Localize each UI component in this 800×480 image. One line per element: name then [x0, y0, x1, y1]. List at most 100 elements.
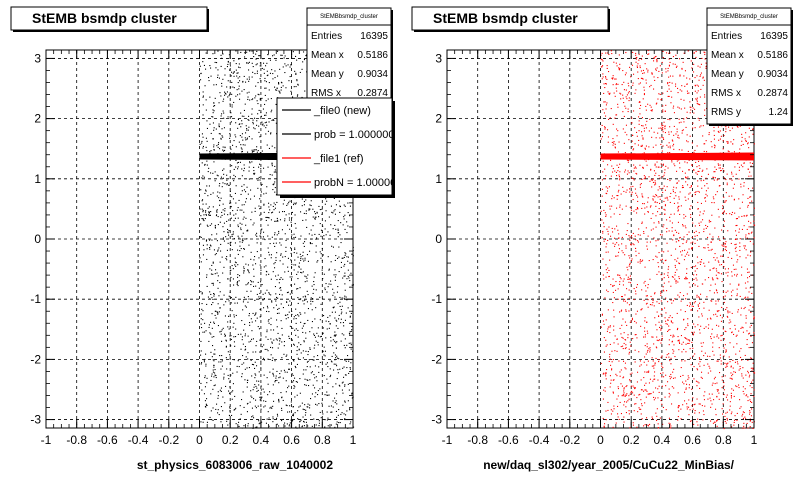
data-point: [248, 91, 250, 93]
data-point: [682, 224, 684, 226]
data-point: [240, 348, 242, 350]
data-point: [249, 50, 251, 52]
data-point: [311, 425, 313, 427]
data-point: [326, 200, 328, 202]
data-point: [625, 309, 627, 311]
data-point: [311, 285, 313, 287]
data-point: [646, 343, 648, 345]
data-point: [248, 270, 250, 272]
data-point: [260, 281, 262, 283]
data-point: [679, 162, 681, 164]
data-point: [715, 303, 717, 305]
data-point: [681, 343, 683, 345]
data-point: [725, 131, 727, 133]
data-point: [680, 367, 682, 369]
data-point: [244, 56, 246, 58]
data-point: [308, 233, 310, 235]
data-point: [270, 278, 272, 280]
data-point: [726, 141, 728, 143]
data-point: [293, 387, 295, 389]
data-point: [258, 423, 260, 425]
data-point: [339, 206, 341, 208]
x-tick-label: 0: [196, 433, 203, 447]
data-point: [660, 328, 662, 330]
data-point: [677, 406, 679, 408]
data-point: [678, 349, 680, 351]
data-point: [667, 250, 669, 252]
data-point: [747, 197, 749, 199]
data-point: [636, 66, 638, 68]
data-point: [644, 176, 646, 178]
data-point: [292, 327, 294, 329]
data-point: [241, 376, 243, 378]
data-point: [219, 192, 221, 194]
data-point: [314, 396, 316, 398]
data-point: [686, 234, 688, 236]
data-point: [626, 324, 628, 326]
data-point: [665, 409, 667, 411]
data-point: [720, 273, 722, 275]
data-point: [609, 358, 611, 360]
data-point: [629, 264, 631, 266]
data-point: [634, 387, 636, 389]
data-point: [227, 63, 229, 65]
data-point: [607, 187, 609, 189]
data-point: [752, 427, 754, 429]
data-point: [238, 425, 240, 427]
data-point: [734, 328, 736, 330]
data-point: [205, 210, 207, 212]
data-point: [226, 420, 228, 422]
data-point: [239, 250, 241, 252]
data-point: [221, 57, 223, 59]
data-point: [212, 192, 214, 194]
data-point: [704, 58, 706, 60]
data-point: [210, 393, 212, 395]
data-point: [206, 160, 208, 162]
data-point: [272, 78, 274, 80]
data-point: [621, 336, 623, 338]
data-point: [288, 219, 290, 221]
data-point: [650, 109, 652, 111]
data-point: [263, 391, 265, 393]
data-point: [321, 247, 323, 249]
data-point: [271, 145, 273, 147]
data-point: [246, 382, 248, 384]
data-point: [702, 219, 704, 221]
data-point: [235, 50, 237, 52]
data-point: [275, 194, 277, 196]
data-point: [631, 237, 633, 239]
data-point: [202, 114, 204, 116]
data-point: [228, 184, 230, 186]
data-point: [344, 401, 346, 403]
data-point: [258, 420, 260, 422]
data-point: [601, 179, 603, 181]
data-point: [322, 350, 324, 352]
data-point: [332, 339, 334, 341]
data-point: [666, 186, 668, 188]
data-point: [696, 398, 698, 400]
data-point: [672, 63, 674, 65]
data-point: [695, 191, 697, 193]
data-point: [701, 175, 703, 177]
data-point: [278, 90, 280, 92]
data-point: [727, 399, 729, 401]
data-point: [730, 395, 732, 397]
data-point: [607, 409, 609, 411]
data-point: [619, 63, 621, 65]
data-point: [283, 341, 285, 343]
data-point: [247, 423, 249, 425]
data-point: [205, 363, 207, 365]
data-point: [252, 427, 254, 429]
data-point: [604, 373, 606, 375]
data-point: [241, 204, 243, 206]
data-point: [661, 335, 663, 337]
data-point: [268, 322, 270, 324]
data-point: [697, 117, 699, 119]
data-point: [302, 325, 304, 327]
data-point: [277, 274, 279, 276]
data-point: [635, 61, 637, 63]
data-point: [729, 178, 731, 180]
data-point: [753, 214, 755, 216]
data-point: [720, 339, 722, 341]
data-point: [641, 207, 643, 209]
